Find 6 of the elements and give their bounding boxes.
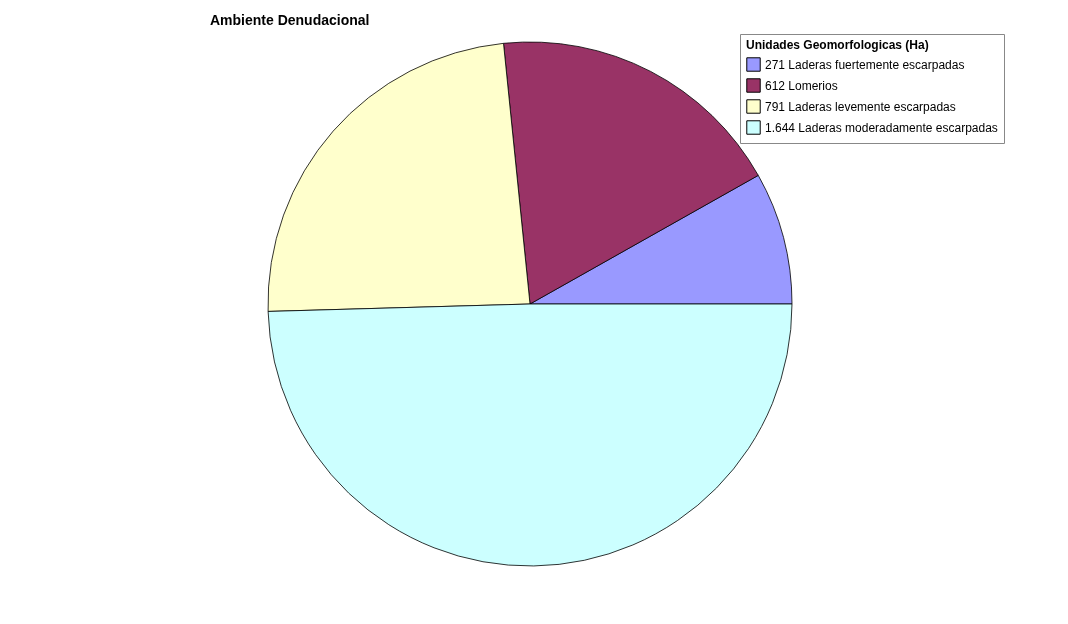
legend-label: 1.644 Laderas moderadamente escarpadas: [765, 120, 998, 135]
legend-title: Unidades Geomorfologicas (Ha): [746, 38, 929, 52]
legend-label: 791 Laderas levemente escarpadas: [765, 99, 956, 114]
chart-title: Ambiente Denudacional: [210, 12, 370, 28]
legend-label: 612 Lomerios: [765, 78, 838, 93]
legend-label: 271 Laderas fuertemente escarpadas: [765, 57, 965, 72]
